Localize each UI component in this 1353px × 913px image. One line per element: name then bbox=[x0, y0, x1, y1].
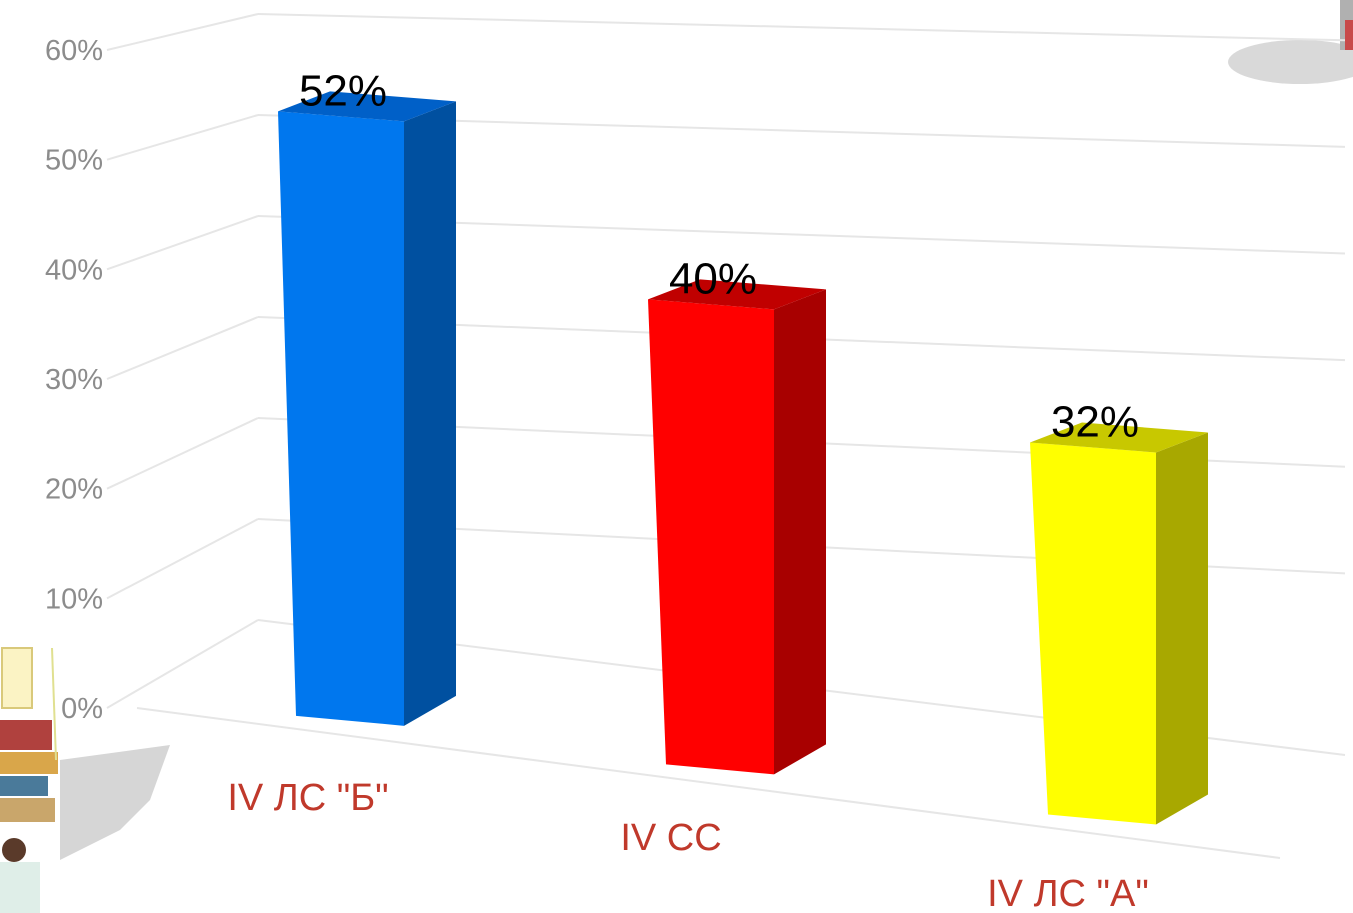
gray-shadow-clipart bbox=[1228, 0, 1353, 84]
y-tick-label: 50% bbox=[45, 145, 103, 177]
books-clipart bbox=[0, 647, 170, 913]
gridline-left-1 bbox=[106, 518, 259, 600]
gridline-left-4 bbox=[106, 215, 259, 271]
gridline-left-0 bbox=[106, 619, 259, 709]
bar-side-2 bbox=[1156, 432, 1208, 825]
category-label: IV ЛС "Б" bbox=[227, 777, 388, 819]
value-labels: 52% 40% 32% bbox=[299, 66, 1139, 446]
floor-front-edge bbox=[136, 707, 1281, 859]
bar-front-0 bbox=[278, 111, 404, 726]
category-label: IV СС bbox=[620, 817, 721, 859]
bar-top-1 bbox=[648, 279, 826, 310]
gridline-back-6 bbox=[257, 13, 1346, 42]
gridline-left-5 bbox=[106, 114, 259, 161]
gridline-left-2 bbox=[106, 417, 259, 490]
y-tick-label: 0% bbox=[61, 693, 103, 725]
bar-top-0 bbox=[278, 91, 456, 122]
value-label: 52% bbox=[299, 66, 387, 115]
y-tick-label: 20% bbox=[45, 474, 103, 506]
category-label: IV ЛС "А" bbox=[987, 873, 1149, 913]
gridline-left-3 bbox=[106, 316, 259, 380]
bar-front-1 bbox=[648, 299, 774, 775]
bar-top-2 bbox=[1030, 422, 1208, 453]
value-label: 32% bbox=[1051, 398, 1139, 447]
y-tick-label: 10% bbox=[45, 583, 103, 615]
y-tick-label: 30% bbox=[45, 364, 103, 396]
y-tick-label: 40% bbox=[45, 254, 103, 286]
y-tick-label: 60% bbox=[45, 35, 103, 67]
gridline-left-6 bbox=[106, 13, 259, 51]
category-labels: IV ЛС "Б" IV СС IV ЛС "А" bbox=[227, 777, 1149, 913]
bars bbox=[278, 91, 1208, 825]
bar-side-1 bbox=[774, 289, 826, 775]
bar-side-0 bbox=[404, 101, 456, 726]
y-axis-ticks: 0% 10% 20% 30% 40% 50% 60% bbox=[45, 35, 103, 725]
bar-front-2 bbox=[1030, 442, 1156, 825]
value-label: 40% bbox=[669, 254, 757, 303]
